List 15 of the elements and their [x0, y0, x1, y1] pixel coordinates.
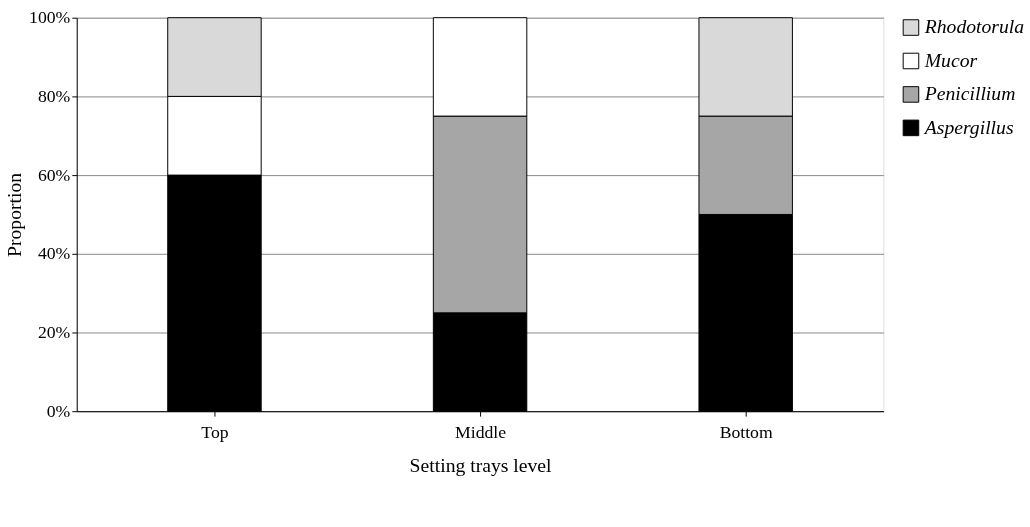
legend-label: Penicillium	[923, 82, 1016, 105]
x-axis-title: Setting trays level	[409, 453, 553, 476]
y-tick-label: 100%	[29, 7, 71, 28]
x-tick-label: Bottom	[719, 422, 773, 443]
y-tick-label: 20%	[37, 321, 71, 342]
legend-label: Aspergillus	[922, 115, 1014, 138]
y-tick-label: 60%	[37, 164, 71, 185]
y-tick-label: 40%	[37, 243, 71, 264]
y-tick-label: 0%	[46, 400, 71, 421]
legend-label: Rhodotorula	[923, 15, 1025, 38]
legend-label: Mucor	[923, 48, 978, 71]
y-tick-label: 80%	[37, 85, 71, 106]
x-tick-label: Top	[201, 422, 229, 443]
x-tick-label: Middle	[455, 422, 507, 443]
y-axis-title: Proportion	[3, 172, 26, 257]
